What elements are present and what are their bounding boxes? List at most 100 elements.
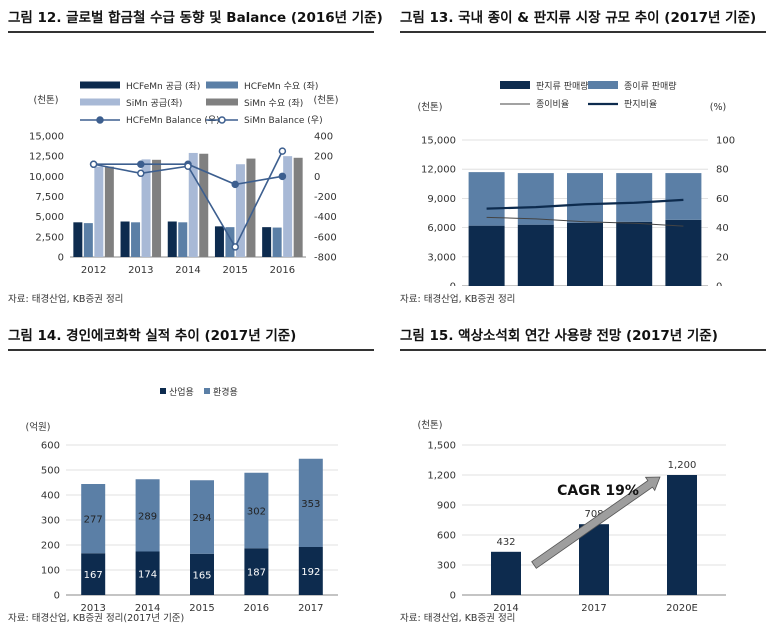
chart-fig13: 0 3,000 6,000 9,000 12,000 15,000 0 20 40 60 80 100… [418, 80, 735, 286]
title-rule [400, 31, 766, 33]
x-tick-label: 2013 [80, 603, 105, 614]
series-line [486, 198, 684, 210]
data-label: 187 [247, 568, 266, 579]
y2-tick-label: 60 [716, 194, 729, 205]
x-tick-label: 2017 [298, 603, 323, 614]
legend-label: 종이류 판매량 [624, 80, 677, 92]
y-tick-label: 7,500 [35, 192, 64, 203]
y-axis-label: (천톤) [418, 420, 443, 431]
data-label: 277 [84, 515, 103, 526]
bar [293, 157, 303, 257]
chart-fig14: 0 100 200 300 400 500 600 (억원) 2013 2014 2015 2016 2… [26, 386, 338, 614]
panel-fig15: 그림 15. 액상소석회 연간 사용량 전망 (2017년 기준) 0 300 60… [400, 324, 770, 634]
legend-swatch [160, 388, 166, 394]
bar [246, 158, 256, 257]
bar [665, 219, 702, 286]
bar [262, 227, 272, 257]
chart-title: 그림 13. 국내 종이 & 판지류 시장 규모 추이 (2017년 기준) [400, 10, 757, 26]
x-tick-label: 2012 [81, 265, 106, 276]
bar [152, 159, 162, 257]
data-label: 167 [84, 570, 103, 581]
data-label: 432 [496, 537, 515, 548]
bar [616, 221, 653, 286]
bar [616, 173, 653, 222]
legend-label: HCFeMn Balance (우) [126, 115, 220, 126]
y2-tick-label: 200 [314, 152, 333, 163]
legend-label: 산업용 [169, 387, 194, 398]
legend-swatch [500, 81, 530, 89]
x-tick-label: 2015 [189, 603, 214, 614]
y-tick-label: 300 [437, 561, 456, 572]
y2-tick-label: 400 [314, 132, 333, 143]
bar [244, 548, 269, 595]
legend-swatch [80, 81, 120, 89]
x-tick-label: 2014 [175, 265, 200, 276]
x-tick-label: 2016 [270, 265, 295, 276]
x-tick-label: 2020E [666, 603, 698, 614]
bar [190, 480, 214, 554]
x-tick-label: 2014 [135, 603, 160, 614]
legend-label: SiMn Balance (우) [244, 115, 323, 126]
y-tick-label: 600 [41, 441, 60, 452]
growth-arrow [531, 476, 661, 569]
title-rule [400, 349, 766, 351]
growth-arrow-shape [531, 476, 661, 569]
y-tick-label: 600 [437, 531, 456, 542]
x-tick-label: 2014 [493, 603, 518, 614]
panel-fig14: 그림 14. 경인에코화학 실적 추이 (2017년 기준) 0 100 200 30… [8, 324, 378, 634]
source-note: 자료: 태경산업, KB증권 정리 [400, 613, 516, 624]
chart-title: 그림 12. 글로벌 합금철 수급 동향 및 Balance (2016년 기준… [8, 10, 383, 26]
bar [468, 172, 505, 226]
legend-marker [96, 116, 104, 124]
series-line [486, 216, 684, 227]
bar [491, 551, 521, 595]
y2-tick-label: -200 [314, 192, 337, 203]
bar [73, 222, 83, 257]
y-tick-label: 10,000 [29, 172, 64, 183]
bar [272, 227, 282, 257]
line-point [137, 160, 145, 168]
y-tick-label: 0 [58, 253, 64, 264]
legend-swatch [588, 81, 618, 89]
bar [83, 223, 93, 257]
bar [214, 226, 224, 257]
y2-tick-label: 40 [716, 223, 729, 234]
data-label: 1,200 [668, 460, 697, 471]
line-point [278, 147, 287, 155]
y-tick-label: 900 [437, 501, 456, 512]
legend-label: SiMn 공급(좌) [126, 98, 182, 109]
legend-swatch [80, 98, 120, 106]
cagr-annotation: CAGR 19% [557, 483, 639, 499]
source-note: 자료: 태경산업, KB증권 정리 [400, 294, 516, 305]
y-tick-label: 3,000 [427, 252, 456, 263]
y-tick-label: 200 [41, 541, 60, 552]
y-tick-label: 9,000 [427, 194, 456, 205]
y-tick-label: 6,000 [427, 223, 456, 234]
bar [178, 222, 188, 257]
legend-label: 종이비율 [536, 99, 569, 110]
line-point [89, 160, 98, 168]
y2-tick-label: -800 [314, 253, 337, 264]
bar [135, 479, 160, 552]
bar [135, 551, 160, 595]
y2-tick-label: -600 [314, 232, 337, 243]
line-point [184, 162, 192, 170]
legend-swatch [206, 98, 238, 106]
data-label: 165 [192, 570, 211, 581]
legend-swatch [206, 81, 238, 89]
bar [81, 484, 106, 554]
data-label: 289 [138, 511, 157, 522]
y-tick-label: 15,000 [421, 136, 456, 147]
bar [120, 221, 130, 257]
y2-axis-label: (천톤) [314, 95, 339, 106]
bar [244, 472, 269, 549]
legend-label: SiMn 수요 (좌) [244, 98, 303, 109]
title-rule [8, 349, 374, 351]
y2-axis-label: (%) [710, 102, 726, 113]
x-tick-label: 2017 [581, 603, 606, 614]
y2-tick-label: 80 [716, 165, 729, 176]
bar [94, 166, 104, 257]
bar [81, 553, 106, 595]
legend-label: 판지비율 [624, 99, 657, 110]
y2-tick-label: 20 [716, 252, 729, 263]
